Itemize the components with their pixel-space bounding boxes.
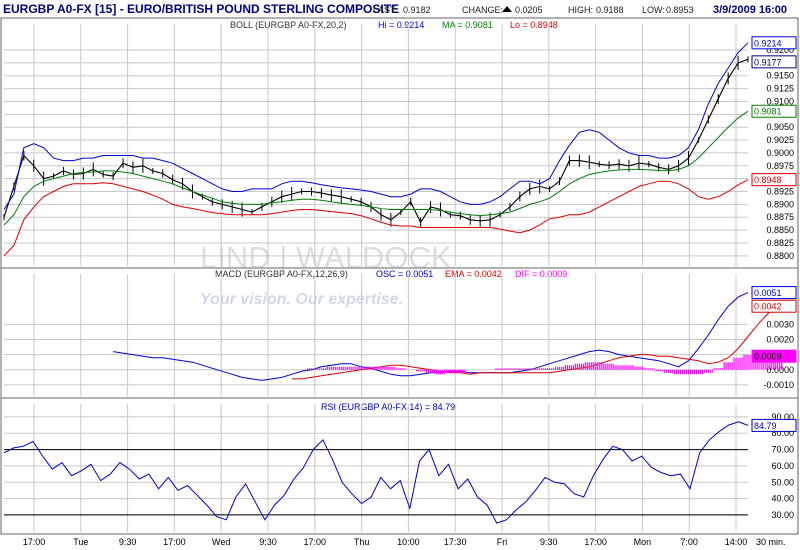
- boll-legend: BOLL (EURGBP A0-FX,20,2) Hi = 0.9214 MA …: [230, 20, 558, 30]
- y-tick-label: 0.0020: [766, 335, 794, 345]
- up-triangle-icon: [502, 6, 512, 12]
- series-line-ma: [3, 110, 749, 226]
- value-tag-osc: 0.0051: [754, 288, 782, 298]
- y-tick-label: 90.00: [771, 412, 794, 422]
- macd-legend: MACD (EURGBP A0-FX,12,26,9) OSC = 0.0051…: [215, 269, 567, 279]
- value-tag-dif: 0.0009: [754, 352, 782, 362]
- last-label: LAST:: [373, 5, 397, 15]
- boll-legend-hi: Hi = 0.9214: [378, 20, 424, 30]
- high-label: HIGH:: [568, 5, 593, 15]
- y-tick-label: 0.8875: [766, 212, 794, 222]
- value-tag-upper: 0.9214: [754, 38, 782, 48]
- y-tick-label: 0.9125: [766, 84, 794, 94]
- x-tick-label: Wed: [212, 537, 230, 547]
- macd-legend-osc: OSC = 0.0051: [376, 269, 433, 279]
- value-tag-box: [751, 349, 797, 363]
- value-tag-box: [751, 36, 797, 50]
- series-line-rsi: [3, 421, 749, 524]
- plot-layer: 0.92000.91750.91500.91250.91000.90750.90…: [3, 24, 797, 547]
- value-tag-box: [751, 173, 797, 187]
- x-tick-label: Mon: [634, 537, 652, 547]
- low-label: LOW:: [642, 5, 665, 15]
- x-tick-label: 7:00: [680, 537, 698, 547]
- y-tick-label: 0.8850: [766, 225, 794, 235]
- x-tick-label: 9:30: [540, 537, 558, 547]
- boll-legend-lo: Lo = 0.8948: [510, 20, 558, 30]
- x-tick-label: Thu: [354, 537, 370, 547]
- low-value: 0.8953: [666, 5, 694, 15]
- macd-legend-dif: DIF = 0.0009: [515, 269, 567, 279]
- date-stamp: 3/9/2009 16:00: [713, 4, 787, 16]
- boll-legend-ma: MA = 0.9081: [442, 20, 493, 30]
- high-value: 0.9188: [596, 5, 624, 15]
- x-tick-label: 17:00: [584, 537, 607, 547]
- y-tick-label: 60.00: [771, 461, 794, 471]
- y-tick-label: 0.8825: [766, 238, 794, 248]
- value-tag-box: [751, 286, 797, 300]
- y-tick-label: 0.9200: [766, 45, 794, 55]
- value-tag-rsi: 84.79: [754, 421, 777, 431]
- y-tick-label: 50.00: [771, 477, 794, 487]
- x-tick-label: 9:30: [259, 537, 277, 547]
- macd-panel-frame: [0, 267, 799, 399]
- y-tick-label: 80.00: [771, 428, 794, 438]
- watermark-brand: LIND | WALDOCK: [200, 240, 452, 275]
- value-tag-last: 0.9177: [754, 57, 782, 67]
- value-tag-box: [751, 418, 797, 432]
- x-axis-unit: 30 min.: [756, 537, 786, 547]
- y-tick-label: 0.9050: [766, 122, 794, 132]
- x-tick-label: 10:00: [397, 537, 420, 547]
- header-bar: EURGBP A0-FX [15] - EURO/BRITISH POUND S…: [3, 2, 787, 16]
- y-tick-label: 30.00: [771, 510, 794, 520]
- y-tick-label: 0.8925: [766, 187, 794, 197]
- y-tick-label: 0.8800: [766, 251, 794, 261]
- x-tick-label: 9:30: [119, 537, 137, 547]
- watermark-tagline: Your vision. Our expertise.: [200, 291, 403, 308]
- series-line-price: [3, 58, 749, 224]
- value-tag-ema: 0.0042: [754, 302, 782, 312]
- series-line-hi: [3, 42, 749, 210]
- y-tick-label: 0.8900: [766, 199, 794, 209]
- series-line-lo: [3, 179, 749, 257]
- chart-title: EURGBP A0-FX [15] - EURO/BRITISH POUND S…: [3, 2, 399, 16]
- value-tag-box: [751, 299, 797, 313]
- value-tag-mid: 0.9081: [754, 107, 782, 117]
- value-tag-box: [751, 55, 797, 69]
- watermark: LIND | WALDOCK Your vision. Our expertis…: [200, 240, 452, 308]
- x-tick-label: Tue: [73, 537, 88, 547]
- y-tick-label: 0.8975: [766, 161, 794, 171]
- rsi-panel-frame: [0, 397, 799, 535]
- x-tick-label: 17:00: [23, 537, 46, 547]
- y-tick-label: 0.0030: [766, 319, 794, 329]
- x-tick-label: 17:00: [163, 537, 186, 547]
- last-value: 0.9182: [403, 5, 431, 15]
- y-tick-label: 40.00: [771, 494, 794, 504]
- x-tick-label: Fri: [497, 537, 508, 547]
- y-tick-label: 70.00: [771, 445, 794, 455]
- value-tag-box: [751, 104, 797, 118]
- x-tick-label: 17:00: [304, 537, 327, 547]
- y-tick-label: 0.9025: [766, 135, 794, 145]
- change-value: 0.0205: [515, 5, 543, 15]
- y-tick-label: -0.0010: [763, 380, 794, 390]
- rsi-legend: RSI (EURGBP A0-FX,14) = 84.79: [321, 402, 455, 412]
- x-tick-label: 14:00: [725, 537, 748, 547]
- boll-legend-prefix: BOLL (EURGBP A0-FX,20,2): [230, 20, 347, 30]
- change-label: CHANGE:: [462, 5, 503, 15]
- y-tick-label: 0.9150: [766, 71, 794, 81]
- macd-legend-prefix: MACD (EURGBP A0-FX,12,26,9): [215, 269, 348, 279]
- value-tag-lower: 0.8948: [754, 175, 782, 185]
- y-tick-label: 0.9000: [766, 148, 794, 158]
- y-tick-label: 0.9100: [766, 96, 794, 106]
- x-tick-label: 17:30: [444, 537, 467, 547]
- macd-legend-ema: EMA = 0.0042: [445, 269, 502, 279]
